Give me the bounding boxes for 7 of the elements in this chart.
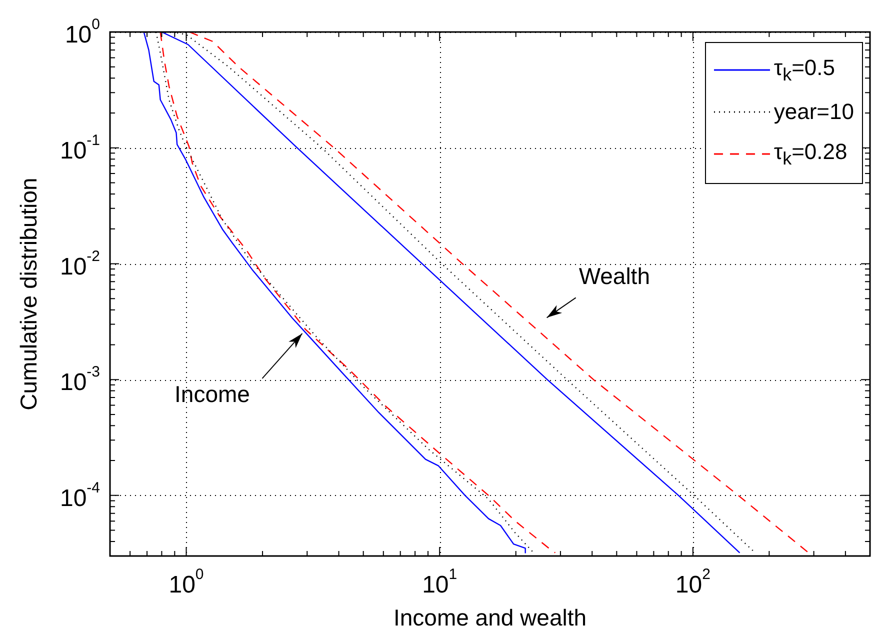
legend-label: τ$_{k}$=0.5 <box>774 54 836 86</box>
annotation: Wealth <box>578 263 650 289</box>
annotation: Income <box>174 380 250 407</box>
legend-label: year=10 <box>774 99 854 125</box>
legend-label: τ$_{k}$=0.28 <box>774 138 848 170</box>
x-axis-title: Income and wealth <box>393 604 587 630</box>
y-axis-title: Cumulative distribution <box>15 178 42 410</box>
